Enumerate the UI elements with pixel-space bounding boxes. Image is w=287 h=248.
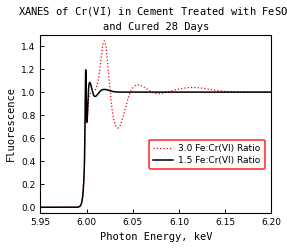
1.5 Fe:Cr(VI) Ratio [127,91,131,93]
3.0 Fe:Cr(VI) Ratio [79,204,82,207]
1.5 Fe:Cr(VI) Ratio [270,91,273,93]
3.0 Fe:Cr(VI) Ratio [102,39,106,42]
3.0 Fe:Cr(VI) Ratio [65,206,68,209]
Line: 1.5 Fe:Cr(VI) Ratio: 1.5 Fe:Cr(VI) Ratio [40,70,272,207]
3.0 Fe:Cr(VI) Ratio [270,91,273,93]
3.0 Fe:Cr(VI) Ratio [39,206,42,209]
Line: 3.0 Fe:Cr(VI) Ratio: 3.0 Fe:Cr(VI) Ratio [40,41,272,207]
1.5 Fe:Cr(VI) Ratio [39,206,42,209]
1.5 Fe:Cr(VI) Ratio [265,91,269,93]
Title: XANES of Cr(VI) in Cement Treated with FeSO$_4$
and Cured 28 Days: XANES of Cr(VI) in Cement Treated with F… [18,5,287,32]
3.0 Fe:Cr(VI) Ratio [241,91,244,93]
1.5 Fe:Cr(VI) Ratio [137,91,141,93]
3.0 Fe:Cr(VI) Ratio [265,91,269,93]
1.5 Fe:Cr(VI) Ratio [65,206,68,209]
3.0 Fe:Cr(VI) Ratio [127,94,131,97]
X-axis label: Photon Energy, keV: Photon Energy, keV [100,232,212,243]
Y-axis label: Fluorescence: Fluorescence [5,86,15,161]
1.5 Fe:Cr(VI) Ratio [241,91,244,93]
1.5 Fe:Cr(VI) Ratio [84,68,88,71]
3.0 Fe:Cr(VI) Ratio [137,83,141,86]
Legend: 3.0 Fe:Cr(VI) Ratio, 1.5 Fe:Cr(VI) Ratio: 3.0 Fe:Cr(VI) Ratio, 1.5 Fe:Cr(VI) Ratio [149,140,265,169]
1.5 Fe:Cr(VI) Ratio [79,204,82,207]
